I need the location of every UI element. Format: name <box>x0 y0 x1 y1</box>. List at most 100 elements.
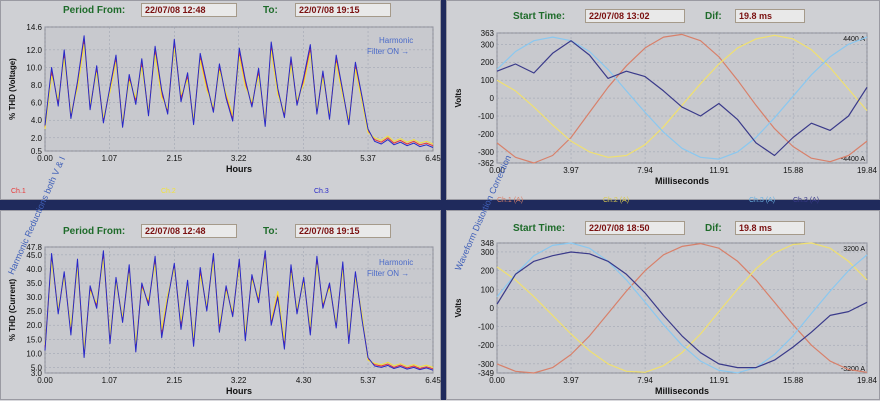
y-tick-label: 12.0 <box>26 46 42 55</box>
y-tick-label: 100 <box>481 76 495 85</box>
right-axis-max-label: 4400 A <box>843 36 865 43</box>
start-time-label: Start Time: <box>513 11 566 22</box>
series-line-2 <box>496 34 868 158</box>
series-line-1 <box>496 242 868 374</box>
y-tick-label: 10.0 <box>26 349 42 358</box>
thd-voltage-panel: Period From: 22/07/08 12:48 To: 22/07/08… <box>0 0 441 200</box>
x-tick-label: 7.94 <box>637 376 653 385</box>
vertical-divider <box>441 0 446 400</box>
legend-ch3: Ch.3 <box>314 188 329 195</box>
y-tick-label: -349 <box>478 369 495 378</box>
x-tick-label: 1.07 <box>102 154 118 163</box>
y-tick-label: 14.6 <box>26 23 42 32</box>
y-tick-label: -100 <box>478 112 495 121</box>
x-tick-label: 3.97 <box>563 376 579 385</box>
y-tick-label: 348 <box>481 239 495 248</box>
x-tick-label: 0.00 <box>489 376 505 385</box>
x-tick-label: 6.45 <box>425 154 441 163</box>
x-tick-label: 15.88 <box>783 376 804 385</box>
right-axis-min-label: -4400 A <box>841 156 865 163</box>
y-tick-label: 30.0 <box>26 293 42 302</box>
period-from-label: Period From: <box>63 5 126 16</box>
x-tick-label: 4.30 <box>296 154 312 163</box>
y-tick-label: 200 <box>481 267 495 276</box>
dif-label: Dif: <box>705 223 722 234</box>
series-line-3 <box>44 250 434 371</box>
series-line-3 <box>496 242 868 374</box>
x-tick-label: 0.00 <box>489 166 505 175</box>
y-tick-label: 5.0 <box>31 363 43 372</box>
period-from-value: 22/07/08 12:48 <box>141 3 237 17</box>
series-line-1 <box>496 33 868 164</box>
x-tick-label: 6.45 <box>425 376 441 385</box>
x-axis-label: Milliseconds <box>655 386 709 396</box>
y-axis-label: % THD (Voltage) <box>8 58 17 120</box>
x-tick-label: 15.88 <box>783 166 804 175</box>
series-line-2 <box>496 242 868 373</box>
legend-ch3-a-light: Ch.3 (A) <box>749 197 776 204</box>
legend-ch2-a: Ch.2 (A) <box>603 197 630 204</box>
x-tick-label: 4.30 <box>296 376 312 385</box>
right-axis-max-label: 3200 A <box>843 246 865 253</box>
x-tick-label: 7.94 <box>637 166 653 175</box>
y-axis-label: Volts <box>454 88 463 108</box>
x-tick-label: 3.22 <box>231 376 247 385</box>
thd-current-chart: 47.845.040.035.030.025.020.015.010.05.03… <box>8 243 441 396</box>
legend-ch1-a: Ch.1 (A) <box>497 197 524 204</box>
x-axis-label: Hours <box>226 164 252 174</box>
y-tick-label: 35.0 <box>26 279 42 288</box>
x-tick-label: 5.37 <box>360 376 376 385</box>
x-axis-label: Milliseconds <box>655 176 709 186</box>
series-line-4 <box>496 251 868 369</box>
period-to-label: To: <box>263 226 278 237</box>
period-to-value: 22/07/08 19:15 <box>295 3 391 17</box>
filter-annotation-line1: Harmonic <box>379 258 413 267</box>
period-to-label: To: <box>263 5 278 16</box>
start-time-value: 22/07/08 13:02 <box>585 9 685 23</box>
x-tick-label: 19.84 <box>857 376 878 385</box>
y-tick-label: 47.8 <box>26 243 42 252</box>
series-line-2 <box>44 44 434 145</box>
period-from-label: Period From: <box>63 226 126 237</box>
x-tick-label: 11.91 <box>709 376 729 385</box>
y-tick-label: 0.5 <box>31 147 43 156</box>
y-tick-label: 300 <box>481 248 495 257</box>
waveform-bottom-panel: Start Time: 22/07/08 18:50 Dif: 19.8 ms … <box>446 210 880 400</box>
y-tick-label: -362 <box>478 159 495 168</box>
y-tick-label: 2.0 <box>31 134 43 143</box>
y-tick-label: 20.0 <box>26 321 42 330</box>
series-line-3 <box>44 35 434 148</box>
x-tick-label: 3.22 <box>231 154 247 163</box>
dif-value: 19.8 ms <box>735 221 805 235</box>
legend-ch2: Ch.2 <box>161 188 176 195</box>
legend-ch3-a-dark: Ch.3 (A) <box>793 197 820 204</box>
series-line-2 <box>44 258 434 368</box>
x-tick-label: 2.15 <box>167 376 183 385</box>
y-tick-label: 15.0 <box>26 335 42 344</box>
y-tick-label: 200 <box>481 58 495 67</box>
y-tick-label: 3.0 <box>31 369 43 378</box>
y-tick-label: 4.0 <box>31 116 43 125</box>
x-tick-label: 1.07 <box>102 376 118 385</box>
y-tick-label: -100 <box>478 323 495 332</box>
filter-annotation-line2: Filter ON → <box>367 47 409 56</box>
y-tick-label: 6.0 <box>31 99 43 108</box>
y-tick-label: 25.0 <box>26 307 42 316</box>
y-tick-label: 0 <box>490 94 495 103</box>
y-tick-label: 100 <box>481 285 495 294</box>
horizontal-divider <box>0 200 880 210</box>
x-tick-label: 5.37 <box>360 154 376 163</box>
dif-value: 19.8 ms <box>735 9 805 23</box>
right-axis-min-label: -3200 A <box>841 366 865 373</box>
y-tick-label: 8.0 <box>31 81 43 90</box>
y-tick-label: 10.0 <box>26 63 42 72</box>
x-tick-label: 11.91 <box>709 166 729 175</box>
y-tick-label: 45.0 <box>26 251 42 260</box>
filter-annotation-line2: Filter ON → <box>367 269 409 278</box>
y-axis-label: % THD (Current) <box>8 279 17 342</box>
x-tick-label: 19.84 <box>857 166 878 175</box>
x-axis-label: Hours <box>226 386 252 396</box>
y-tick-label: -200 <box>478 341 495 350</box>
